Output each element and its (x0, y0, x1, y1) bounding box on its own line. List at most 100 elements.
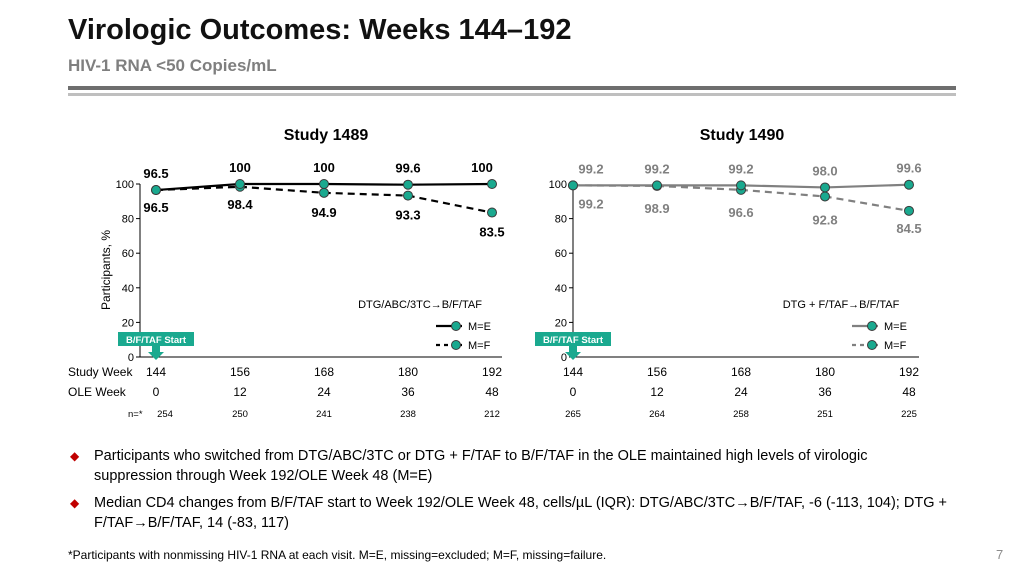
y-tick-label: 0 (561, 352, 567, 364)
ole-week-label: 36 (401, 385, 415, 399)
data-label-m-e: 100 (229, 160, 251, 175)
data-point-m-f (820, 191, 830, 202)
y-tick-label: 100 (116, 179, 134, 191)
bullet-text: Participants who switched from DTG/ABC/3… (94, 448, 868, 484)
data-label-m-f: 84.5 (896, 221, 921, 236)
y-tick-label: 40 (122, 283, 134, 295)
y-axis-label: Participants, % (99, 230, 113, 310)
data-point-m-f (487, 207, 497, 218)
x-tick-label: 180 (815, 365, 835, 379)
data-label-m-f: 83.5 (479, 225, 504, 240)
data-label-m-e: 98.0 (812, 163, 837, 178)
data-point-m-e (403, 179, 413, 190)
y-tick-label: 60 (555, 248, 567, 260)
ole-week-label: 36 (818, 385, 832, 399)
page-title: Virologic Outcomes: Weeks 144–192 (68, 14, 572, 46)
n-value-label: 241 (316, 409, 332, 420)
legend-marker (451, 340, 461, 350)
x-tick-label: 168 (314, 365, 334, 379)
down-arrow-icon (148, 346, 164, 360)
study-week-row-label: Study Week (68, 365, 133, 379)
data-label-m-e: 99.2 (578, 161, 603, 176)
title-rule-light (68, 93, 956, 96)
data-label-m-e: 99.2 (644, 161, 669, 176)
data-label-m-f: 96.6 (728, 205, 753, 220)
legend-label: M=F (468, 340, 491, 352)
y-tick-label: 40 (555, 283, 567, 295)
ole-week-label: 24 (734, 385, 748, 399)
start-marker-label: B/F/TAF Start (126, 335, 187, 346)
x-tick-label: 180 (398, 365, 418, 379)
y-tick-label: 0 (128, 352, 134, 364)
data-point-m-e (319, 179, 329, 189)
bullet-text: Median CD4 changes from B/F/TAF start to… (94, 495, 947, 531)
chart-title: Study 1490 (700, 127, 785, 144)
n-value-label: 250 (232, 409, 248, 420)
chart-title: Study 1489 (284, 127, 369, 144)
y-tick-label: 80 (122, 214, 134, 226)
y-tick-label: 80 (555, 214, 567, 226)
bullet-item: ◆ Median CD4 changes from B/F/TAF start … (68, 493, 948, 533)
data-label-m-e: 99.2 (728, 161, 753, 176)
ole-week-label: 24 (317, 385, 331, 399)
data-label-m-f: 99.2 (578, 196, 603, 211)
page-subtitle: HIV-1 RNA <50 Copies/mL (68, 56, 277, 75)
data-point-m-f (319, 187, 329, 198)
diamond-bullet-icon: ◆ (70, 449, 80, 463)
n-value-label: 212 (484, 409, 500, 420)
diamond-bullet-icon: ◆ (70, 496, 80, 510)
legend-label: M=E (884, 321, 907, 333)
y-tick-label: 20 (122, 317, 134, 329)
ole-week-label: 0 (570, 385, 577, 399)
x-tick-label: 168 (731, 365, 751, 379)
x-tick-label: 156 (647, 365, 667, 379)
data-label-m-f: 94.9 (311, 205, 336, 220)
n-value-label: 238 (400, 409, 416, 420)
n-value-label: 264 (649, 409, 665, 420)
data-label-m-e: 99.6 (896, 161, 921, 176)
ole-week-label: 12 (650, 385, 664, 399)
n-value-label: 251 (817, 409, 833, 420)
arm-label: DTG + F/TAF→B/F/TAF (783, 299, 900, 311)
data-label-m-e: 99.6 (395, 161, 420, 176)
bullet-list: ◆ Participants who switched from DTG/ABC… (68, 446, 948, 540)
y-tick-label: 100 (549, 179, 567, 191)
x-tick-label: 192 (482, 365, 502, 379)
data-label-m-f: 96.5 (143, 200, 168, 215)
data-label-m-f: 98.4 (227, 197, 253, 212)
footnote: *Participants with nonmissing HIV-1 RNA … (68, 548, 607, 562)
data-label-m-f: 92.8 (812, 212, 837, 227)
data-point-m-e (904, 179, 914, 190)
data-point-m-e (151, 185, 161, 196)
arm-label: DTG/ABC/3TC→B/F/TAF (358, 299, 482, 311)
ole-week-label: 12 (233, 385, 247, 399)
data-label-m-e: 100 (471, 160, 493, 175)
legend-label: M=E (468, 321, 491, 333)
page-number: 7 (996, 547, 1004, 562)
start-marker-badge (535, 332, 611, 346)
n-row-label: n=* (128, 409, 143, 420)
n-value-label: 225 (901, 409, 917, 420)
ole-week-label: 48 (485, 385, 499, 399)
bullet-item: ◆ Participants who switched from DTG/ABC… (68, 446, 948, 486)
n-value-label: 265 (565, 409, 581, 420)
legend-marker (867, 340, 877, 350)
data-point-m-e (736, 180, 746, 191)
data-point-m-f (403, 190, 413, 201)
start-marker-label: B/F/TAF Start (543, 335, 604, 346)
n-value-label: 254 (157, 409, 173, 420)
data-point-m-e (820, 182, 830, 193)
title-rule-dark (68, 86, 956, 90)
legend-label: M=F (884, 340, 907, 352)
y-tick-label: 60 (122, 248, 134, 260)
data-label-m-f: 98.9 (644, 201, 669, 216)
ole-week-label: 48 (902, 385, 916, 399)
x-tick-label: 192 (899, 365, 919, 379)
y-tick-label: 20 (555, 317, 567, 329)
data-point-m-e (487, 179, 497, 189)
data-point-m-f (904, 205, 914, 216)
legend-marker (867, 321, 877, 331)
x-tick-label: 156 (230, 365, 250, 379)
x-tick-label: 144 (563, 365, 583, 379)
